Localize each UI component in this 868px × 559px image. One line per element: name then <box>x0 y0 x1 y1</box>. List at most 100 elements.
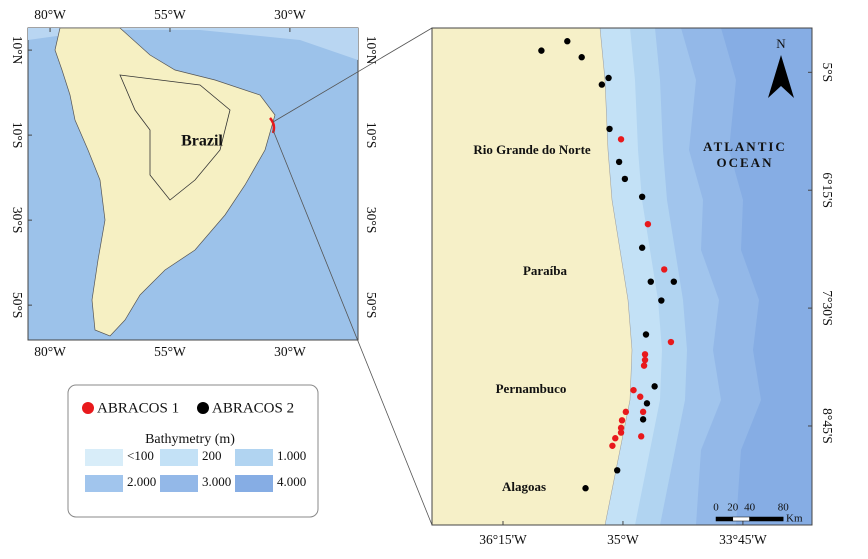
scale-segment <box>715 516 734 522</box>
station-point <box>644 220 652 228</box>
x-tick-label: 36°15'W <box>479 532 527 547</box>
legend-label: ABRACOS 1 <box>97 400 179 416</box>
x-tick-label: 80°W <box>34 7 66 22</box>
y-tick-label: 50°S <box>10 292 25 318</box>
station-point <box>638 244 646 251</box>
legend-swatch <box>235 475 273 492</box>
station-point <box>641 356 649 364</box>
station-point <box>617 424 625 432</box>
station-point <box>612 435 619 442</box>
zoom-line <box>272 129 433 526</box>
x-tick-label: 33°45'W <box>719 532 767 547</box>
region-label: Pernambuco <box>496 381 567 396</box>
station-point <box>538 47 545 54</box>
country-label: Brazil <box>181 133 223 150</box>
station-point <box>637 393 644 400</box>
station-point <box>621 175 629 183</box>
y-tick-label: 50°S <box>364 292 379 318</box>
station-point <box>617 429 625 436</box>
legend-label: 2.000 <box>127 474 156 489</box>
station-point <box>670 278 678 285</box>
legend-swatch <box>85 449 123 466</box>
legend-swatch <box>85 475 123 492</box>
y-tick-label: 30°S <box>10 207 25 233</box>
scale-label: 40 <box>744 502 756 514</box>
zoom-line <box>272 27 433 123</box>
station-point <box>642 331 650 338</box>
station-point <box>606 125 613 133</box>
station-point <box>661 266 668 273</box>
overview-map: Brazil <box>27 27 359 341</box>
brazil-border <box>119 74 231 201</box>
x-tick-label: 55°W <box>154 344 186 359</box>
station-point <box>658 297 665 304</box>
station-point <box>614 467 621 474</box>
station-point <box>618 417 626 424</box>
y-tick-label: 30°S <box>364 207 379 233</box>
scale-label: 0 <box>713 502 719 514</box>
legend-label: 4.000 <box>277 474 306 489</box>
detail-map <box>431 27 812 526</box>
station-point <box>640 362 648 369</box>
x-tick-label: 80°W <box>34 344 66 359</box>
station-point <box>578 54 585 61</box>
scale-segment <box>749 516 784 522</box>
station-point <box>639 408 647 416</box>
x-tick-label: 35°W <box>607 532 639 547</box>
region-label: Rio Grande do Norte <box>473 142 591 157</box>
north-arrow <box>768 55 794 98</box>
ocean-label: OCEAN <box>717 155 774 170</box>
station-point <box>647 278 654 285</box>
y-tick-label: 6°15'S <box>820 172 835 208</box>
x-tick-label: 30°W <box>274 344 306 359</box>
station-point <box>605 74 612 82</box>
station-point <box>643 400 651 407</box>
region-label: Alagoas <box>502 479 546 494</box>
legend-title: Bathymetry (m) <box>145 432 235 447</box>
south-america <box>54 27 276 337</box>
legend-label: 200 <box>202 448 222 463</box>
legend-marker <box>197 402 209 414</box>
x-tick-label: 30°W <box>274 7 306 22</box>
station-point <box>637 433 645 440</box>
y-tick-label: 8°45'S <box>820 408 835 444</box>
y-tick-label: 7°30'S <box>820 290 835 326</box>
detail-frame <box>431 27 813 526</box>
legend-swatch <box>160 449 198 466</box>
legend-label: <100 <box>127 448 154 463</box>
station-point <box>598 81 606 88</box>
station-point <box>638 193 646 201</box>
station-point <box>651 383 658 390</box>
y-tick-label: 10°S <box>10 122 25 148</box>
scale-segment <box>732 516 750 522</box>
scale-label: 20 <box>727 502 739 514</box>
shallow-sea <box>28 28 358 60</box>
station-point <box>622 408 630 416</box>
station-point <box>564 38 571 45</box>
x-tick-label: 55°W <box>154 7 186 22</box>
y-tick-label: 5°S <box>820 62 835 82</box>
station-point <box>617 136 625 143</box>
legend-swatch <box>160 475 198 492</box>
y-tick-label: 10°S <box>364 122 379 148</box>
station-point <box>630 386 637 394</box>
ocean-label: ATLANTIC <box>703 139 787 154</box>
station-point <box>582 485 589 492</box>
legend-label: ABRACOS 2 <box>212 400 294 416</box>
legend-marker <box>82 402 94 414</box>
station-point <box>639 416 647 423</box>
scale-label: 80 <box>778 502 790 514</box>
y-tick-label: 10°N <box>10 36 25 65</box>
station-point <box>609 442 616 449</box>
north-label: N <box>776 36 786 51</box>
y-tick-label: 10°N <box>364 36 379 65</box>
station-point <box>615 158 623 166</box>
station-point <box>667 338 675 346</box>
legend-swatch <box>235 449 273 466</box>
legend-label: 1.000 <box>277 448 306 463</box>
legend-label: 3.000 <box>202 474 231 489</box>
region-label: Paraíba <box>523 263 568 278</box>
station-point <box>641 351 649 358</box>
scale-unit: Km <box>786 513 803 525</box>
